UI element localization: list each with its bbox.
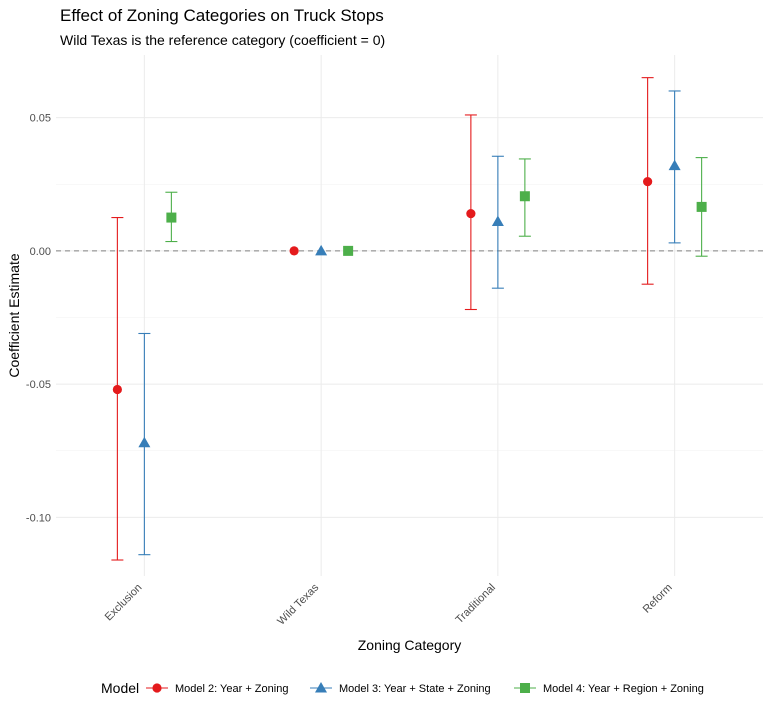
data-point [112, 384, 122, 395]
y-tick-label: -0.10 [26, 512, 51, 524]
data-point [166, 212, 177, 223]
legend-label: Model 2: Year + Zoning [175, 683, 288, 695]
data-point [138, 436, 151, 448]
y-tick-label: 0.05 [30, 113, 51, 125]
y-axis-title: Coefficient Estimate [6, 253, 22, 377]
data-point [519, 191, 530, 202]
y-tick-label: -0.05 [26, 379, 51, 391]
data-point [491, 215, 504, 227]
chart-subtitle: Wild Texas is the reference category (co… [60, 32, 386, 48]
x-tick-label: Reform [641, 582, 675, 616]
legend-key-marker [152, 683, 162, 693]
data-point [668, 159, 681, 171]
x-tick-label: Traditional [453, 582, 498, 627]
legend-label: Model 3: Year + State + Zoning [339, 683, 491, 695]
data-point [289, 246, 299, 256]
y-tick-label: 0.00 [30, 246, 51, 258]
chart-title: Effect of Zoning Categories on Truck Sto… [60, 6, 384, 25]
data-point [315, 244, 328, 256]
x-tick-label: Exclusion [103, 582, 145, 624]
data-point [343, 245, 354, 256]
data-point [643, 176, 653, 187]
legend-key-marker [315, 682, 327, 693]
x-tick-label: Wild Texas [275, 581, 321, 627]
data-point [696, 201, 707, 212]
data-point [466, 208, 476, 219]
legend-title: Model [101, 680, 139, 696]
legend-key-marker [520, 683, 530, 693]
x-axis-title: Zoning Category [358, 637, 462, 653]
legend-label: Model 4: Year + Region + Zoning [543, 683, 704, 695]
